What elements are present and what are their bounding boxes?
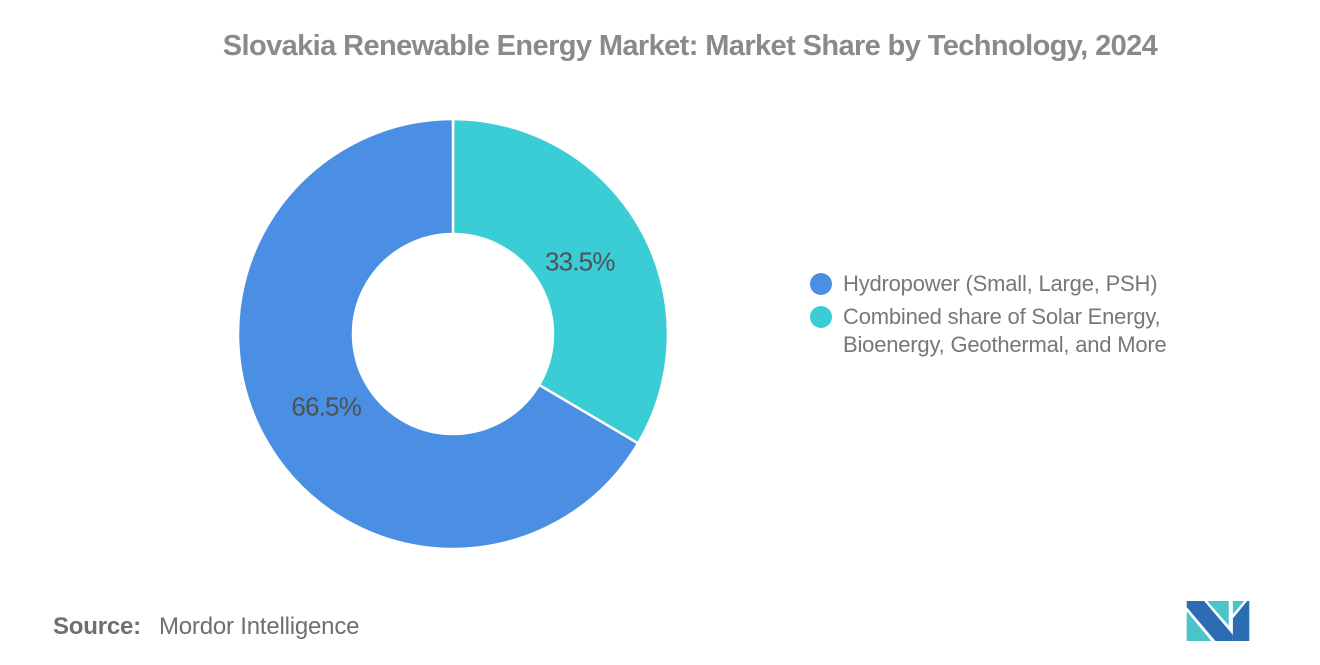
source-row: Source: Mordor Intelligence (53, 613, 359, 641)
legend-item-combined-share[interactable]: Combined share of Solar Energy, Bioenerg… (810, 303, 1210, 359)
slice-data-label-0: 33.5% (545, 247, 615, 277)
source-value: Mordor Intelligence (158, 613, 360, 640)
legend-swatch-hydropower (810, 273, 832, 295)
logo-left-stroke (1186, 601, 1233, 641)
logo-right-cap (1232, 601, 1245, 615)
logo-right-stroke (1232, 601, 1250, 641)
legend-label-hydropower: Hydropower (Small, Large, PSH) (843, 271, 1158, 296)
pie-slice-1[interactable] (236, 117, 640, 551)
mordor-intelligence-logo (1186, 601, 1250, 641)
slice-data-label-1: 66.5% (291, 391, 361, 421)
chart-title: Slovakia Renewable Energy Market: Market… (222, 30, 1158, 62)
source-label: Source: (53, 613, 141, 640)
legend-label-combined-share: Combined share of Solar Energy, Bioenerg… (843, 304, 1167, 357)
pie-slice-0[interactable] (451, 117, 670, 446)
legend-item-hydropower[interactable]: Hydropower (Small, Large, PSH) (810, 270, 1210, 298)
legend-swatch-combined-share (810, 306, 832, 328)
logo-middle-wedge (1207, 601, 1229, 626)
legend: Hydropower (Small, Large, PSH) Combined … (810, 270, 1210, 364)
